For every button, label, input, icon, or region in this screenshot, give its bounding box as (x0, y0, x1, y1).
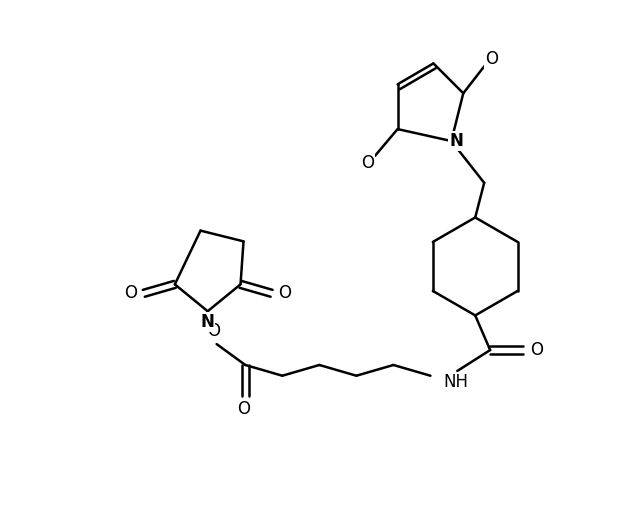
Text: O: O (207, 322, 220, 340)
Text: NH: NH (443, 373, 468, 391)
Text: N: N (449, 132, 463, 150)
Text: O: O (361, 154, 374, 172)
Text: O: O (124, 285, 137, 302)
Text: O: O (530, 341, 542, 359)
Text: O: O (238, 400, 251, 418)
Text: O: O (485, 50, 498, 68)
Text: O: O (278, 285, 291, 302)
Text: N: N (201, 313, 215, 331)
